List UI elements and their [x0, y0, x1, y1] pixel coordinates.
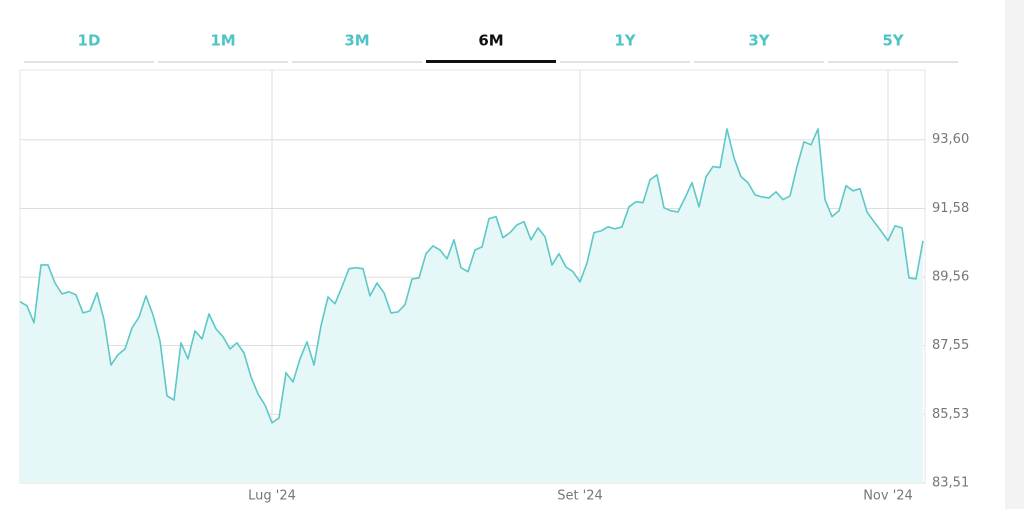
- tab-label[interactable]: 1D: [78, 32, 101, 50]
- tab-label[interactable]: 1M: [210, 32, 235, 50]
- tab-underline: [426, 60, 556, 63]
- x-tick-label: Lug '24: [248, 489, 296, 504]
- x-tick-label: Set '24: [557, 489, 603, 504]
- tab-label[interactable]: 3M: [344, 32, 369, 50]
- y-tick-label: 93,60: [932, 132, 969, 147]
- y-tick-label: 89,56: [932, 270, 969, 285]
- side-panel: [1005, 0, 1024, 509]
- area: [20, 128, 923, 483]
- y-tick-label: 91,58: [932, 201, 969, 216]
- tab-label[interactable]: 6M: [478, 32, 503, 50]
- tab-label[interactable]: 3Y: [748, 32, 770, 50]
- y-tick-label: 87,55: [932, 338, 969, 353]
- y-tick-label: 85,53: [932, 407, 969, 422]
- tab-underline: [694, 61, 824, 63]
- tab-label[interactable]: 5Y: [882, 32, 904, 50]
- tab-underline: [560, 61, 690, 63]
- tab-underline: [158, 61, 288, 63]
- y-tick-label: 83,51: [932, 476, 969, 491]
- tab-underline: [24, 61, 154, 63]
- tab-label[interactable]: 1Y: [614, 32, 636, 50]
- tab-underline: [828, 61, 958, 63]
- tab-underline: [292, 61, 422, 63]
- line: [19, 128, 924, 424]
- x-tick-label: Nov '24: [863, 489, 913, 504]
